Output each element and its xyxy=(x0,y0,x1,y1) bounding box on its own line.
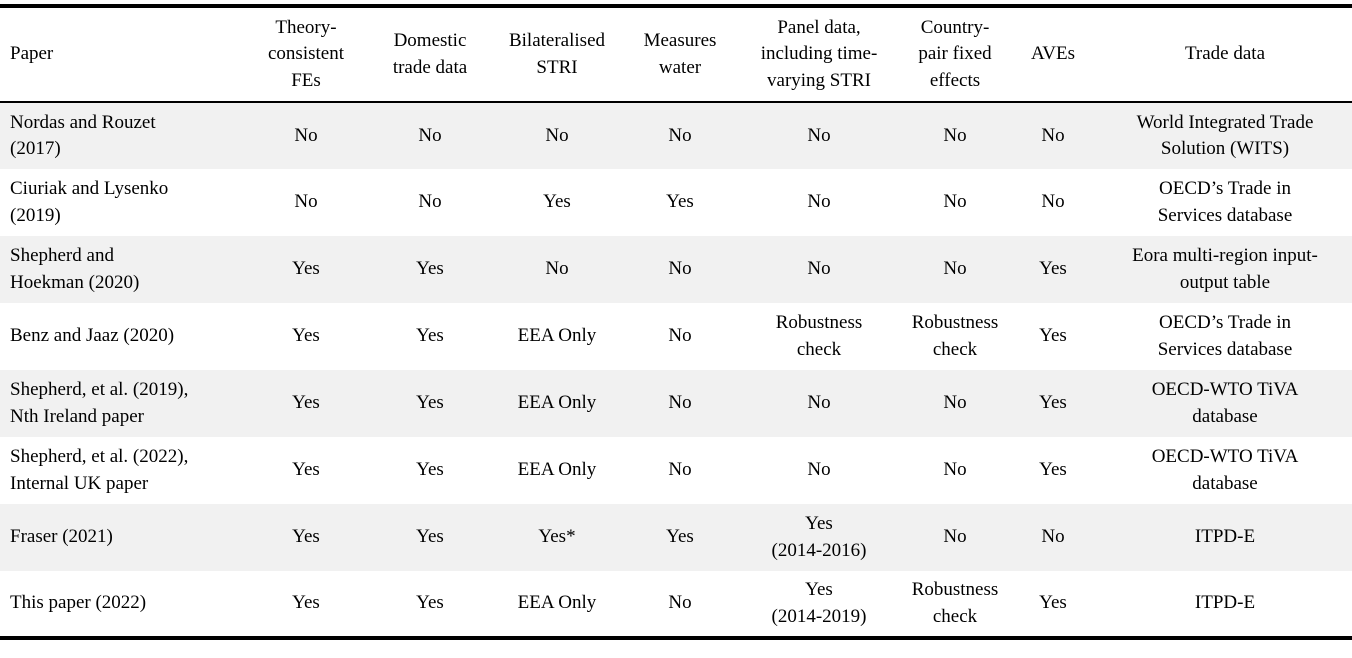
domestic-trade-data-cell: Yes xyxy=(416,392,444,414)
measures-water-cell: No xyxy=(668,124,692,146)
measures-water-cell: Yes xyxy=(666,526,694,548)
bilateralised-stri-cell: No xyxy=(545,258,569,280)
paper-name-cell: Shepherd, et al. (2019), Nth Ireland pap… xyxy=(10,379,189,427)
column-header-theory-consistent-fes: Theory- consistent FEs xyxy=(242,6,370,103)
trade-data-cell: OECD’s Trade in Services database xyxy=(1157,178,1293,226)
paper-name-cell: Shepherd, et al. (2022), Internal UK pap… xyxy=(10,446,189,494)
panel-data-cell: No xyxy=(807,258,831,280)
paper-name-cell: Shepherd and Hoekman (2020) xyxy=(10,245,140,293)
paper-name-cell: This paper (2022) xyxy=(10,592,147,614)
aves-cell: No xyxy=(1041,191,1065,213)
bilateralised-stri-cell: EEA Only xyxy=(517,325,597,347)
country-pair-fixed-effects-cell: Robustness check xyxy=(911,312,999,360)
measures-water-cell: No xyxy=(668,258,692,280)
bilateralised-stri-cell: Yes xyxy=(543,191,571,213)
trade-data-cell: OECD-WTO TiVA database xyxy=(1151,379,1299,427)
measures-water-cell: Yes xyxy=(666,191,694,213)
domestic-trade-data-cell: Yes xyxy=(416,526,444,548)
table-row: Shepherd, et al. (2019), Nth Ireland pap… xyxy=(0,370,1352,437)
country-pair-fixed-effects-cell: No xyxy=(943,191,967,213)
panel-data-cell: No xyxy=(807,459,831,481)
panel-data-cell: No xyxy=(807,124,831,146)
country-pair-fixed-effects-cell: No xyxy=(943,258,967,280)
table-body: Nordas and Rouzet (2017) No No No No No … xyxy=(0,102,1352,638)
theory-consistent-fes-cell: Yes xyxy=(292,459,320,481)
header-row: Paper Theory- consistent FEs Domestic tr… xyxy=(0,6,1352,103)
column-header-domestic-trade-data: Domestic trade data xyxy=(370,6,490,103)
domestic-trade-data-cell: Yes xyxy=(416,258,444,280)
paper-name-cell: Nordas and Rouzet (2017) xyxy=(10,111,156,159)
aves-cell: Yes xyxy=(1039,258,1067,280)
bilateralised-stri-cell: EEA Only xyxy=(517,392,597,414)
domestic-trade-data-cell: No xyxy=(418,124,442,146)
aves-cell: No xyxy=(1041,526,1065,548)
paper-name-cell: Fraser (2021) xyxy=(10,526,113,548)
table-row: Shepherd and Hoekman (2020) Yes Yes No N… xyxy=(0,236,1352,303)
measures-water-cell: No xyxy=(668,592,692,614)
table-row: Ciuriak and Lysenko (2019) No No Yes Yes… xyxy=(0,169,1352,236)
trade-data-cell: OECD-WTO TiVA database xyxy=(1151,446,1299,494)
column-header-aves: AVEs xyxy=(1008,6,1098,103)
panel-data-cell: Yes (2014-2019) xyxy=(771,579,867,627)
aves-cell: Yes xyxy=(1039,592,1067,614)
column-header-measures-water: Measures water xyxy=(624,6,736,103)
bilateralised-stri-cell: Yes* xyxy=(538,526,576,548)
domestic-trade-data-cell: No xyxy=(418,191,442,213)
column-header-panel-data: Panel data, including time- varying STRI xyxy=(736,6,902,103)
bilateralised-stri-cell: EEA Only xyxy=(517,592,597,614)
theory-consistent-fes-cell: Yes xyxy=(292,258,320,280)
theory-consistent-fes-cell: No xyxy=(294,124,318,146)
panel-data-cell: Robustness check xyxy=(775,312,863,360)
table-row: Benz and Jaaz (2020) Yes Yes EEA Only No… xyxy=(0,303,1352,370)
table-header: Paper Theory- consistent FEs Domestic tr… xyxy=(0,6,1352,103)
paper-comparison-table: Paper Theory- consistent FEs Domestic tr… xyxy=(0,4,1352,640)
aves-cell: No xyxy=(1041,124,1065,146)
country-pair-fixed-effects-cell: No xyxy=(943,392,967,414)
bilateralised-stri-cell: No xyxy=(545,124,569,146)
measures-water-cell: No xyxy=(668,325,692,347)
panel-data-cell: No xyxy=(807,191,831,213)
measures-water-cell: No xyxy=(668,392,692,414)
country-pair-fixed-effects-cell: No xyxy=(943,459,967,481)
panel-data-cell: Yes (2014-2016) xyxy=(771,513,867,561)
paper-name-cell: Ciuriak and Lysenko (2019) xyxy=(10,178,169,226)
trade-data-cell: ITPD-E xyxy=(1194,526,1256,548)
table-row: Nordas and Rouzet (2017) No No No No No … xyxy=(0,102,1352,169)
paper-comparison-table-container: Paper Theory- consistent FEs Domestic tr… xyxy=(0,4,1352,640)
theory-consistent-fes-cell: Yes xyxy=(292,325,320,347)
country-pair-fixed-effects-cell: Robustness check xyxy=(911,579,999,627)
trade-data-cell: OECD’s Trade in Services database xyxy=(1157,312,1293,360)
panel-data-cell: No xyxy=(807,392,831,414)
aves-cell: Yes xyxy=(1039,325,1067,347)
table-row: Shepherd, et al. (2022), Internal UK pap… xyxy=(0,437,1352,504)
trade-data-cell: ITPD-E xyxy=(1194,592,1256,614)
domestic-trade-data-cell: Yes xyxy=(416,459,444,481)
column-header-paper: Paper xyxy=(0,6,242,103)
theory-consistent-fes-cell: No xyxy=(294,191,318,213)
column-header-trade-data: Trade data xyxy=(1098,6,1352,103)
trade-data-cell: Eora multi-region input- output table xyxy=(1132,245,1318,293)
country-pair-fixed-effects-cell: No xyxy=(943,526,967,548)
paper-name-cell: Benz and Jaaz (2020) xyxy=(10,325,175,347)
table-row: Fraser (2021) Yes Yes Yes* Yes Yes (2014… xyxy=(0,504,1352,571)
column-header-bilateralised-stri: Bilateralised STRI xyxy=(490,6,624,103)
aves-cell: Yes xyxy=(1039,392,1067,414)
column-header-country-pair-fixed-effects: Country- pair fixed effects xyxy=(902,6,1008,103)
table-row: This paper (2022) Yes Yes EEA Only No Ye… xyxy=(0,571,1352,638)
theory-consistent-fes-cell: Yes xyxy=(292,526,320,548)
bilateralised-stri-cell: EEA Only xyxy=(517,459,597,481)
aves-cell: Yes xyxy=(1039,459,1067,481)
domestic-trade-data-cell: Yes xyxy=(416,592,444,614)
theory-consistent-fes-cell: Yes xyxy=(292,592,320,614)
country-pair-fixed-effects-cell: No xyxy=(943,124,967,146)
domestic-trade-data-cell: Yes xyxy=(416,325,444,347)
measures-water-cell: No xyxy=(668,459,692,481)
theory-consistent-fes-cell: Yes xyxy=(292,392,320,414)
trade-data-cell: World Integrated Trade Solution (WITS) xyxy=(1136,111,1314,159)
